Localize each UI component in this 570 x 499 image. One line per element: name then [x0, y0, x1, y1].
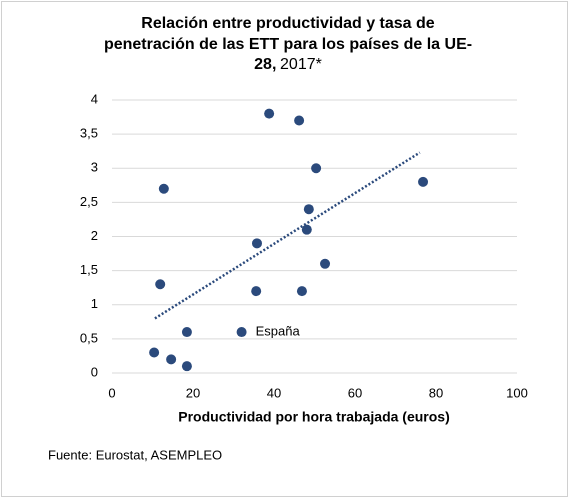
- chart-title-date: 2017*: [280, 56, 322, 73]
- point: [294, 115, 305, 126]
- point: [181, 361, 192, 372]
- point: [311, 163, 322, 174]
- chart-title: penetración de las ETT para los países d…: [104, 36, 472, 53]
- chart-title: Relación entre productividad y tasa de: [141, 15, 435, 32]
- x-tick-label: 0: [108, 385, 115, 400]
- x-axis-label: Productividad por hora trabajada (euros): [178, 409, 450, 425]
- point: [149, 347, 160, 358]
- point: [301, 224, 312, 235]
- point: [251, 286, 262, 297]
- x-tick-label: 60: [348, 385, 362, 400]
- point: [264, 108, 275, 119]
- y-tick-label: 3,5: [80, 126, 98, 141]
- x-tick-label: 20: [186, 385, 200, 400]
- point: [320, 258, 331, 269]
- x-tick-label: 80: [429, 385, 443, 400]
- x-tick-label: 40: [267, 385, 281, 400]
- trendline: [154, 151, 421, 320]
- point: [418, 176, 429, 187]
- y-tick-label: 0: [91, 364, 98, 379]
- point: [236, 327, 247, 338]
- point: [296, 286, 307, 297]
- y-tick-label: 2: [91, 228, 98, 243]
- chart-title: 28,: [254, 56, 276, 73]
- point: [251, 238, 262, 249]
- source: Fuente: Eurostat, ASEMPLEO: [48, 447, 222, 462]
- chart-title: 28, 2017*: [254, 56, 322, 73]
- y-tick-label: 1,5: [80, 262, 98, 277]
- y-tick-label: 2,5: [80, 194, 98, 209]
- point: [166, 354, 177, 365]
- y-tick-label: 0,5: [80, 330, 98, 345]
- y-tick-label: 3: [91, 160, 98, 175]
- point: [303, 204, 314, 215]
- annotation: España: [256, 323, 301, 338]
- y-tick-label: 1: [91, 296, 98, 311]
- point: [181, 327, 192, 338]
- point: [155, 279, 166, 290]
- point: [158, 183, 169, 194]
- x-tick-label: 100: [506, 385, 528, 400]
- y-tick-label: 4: [91, 91, 98, 106]
